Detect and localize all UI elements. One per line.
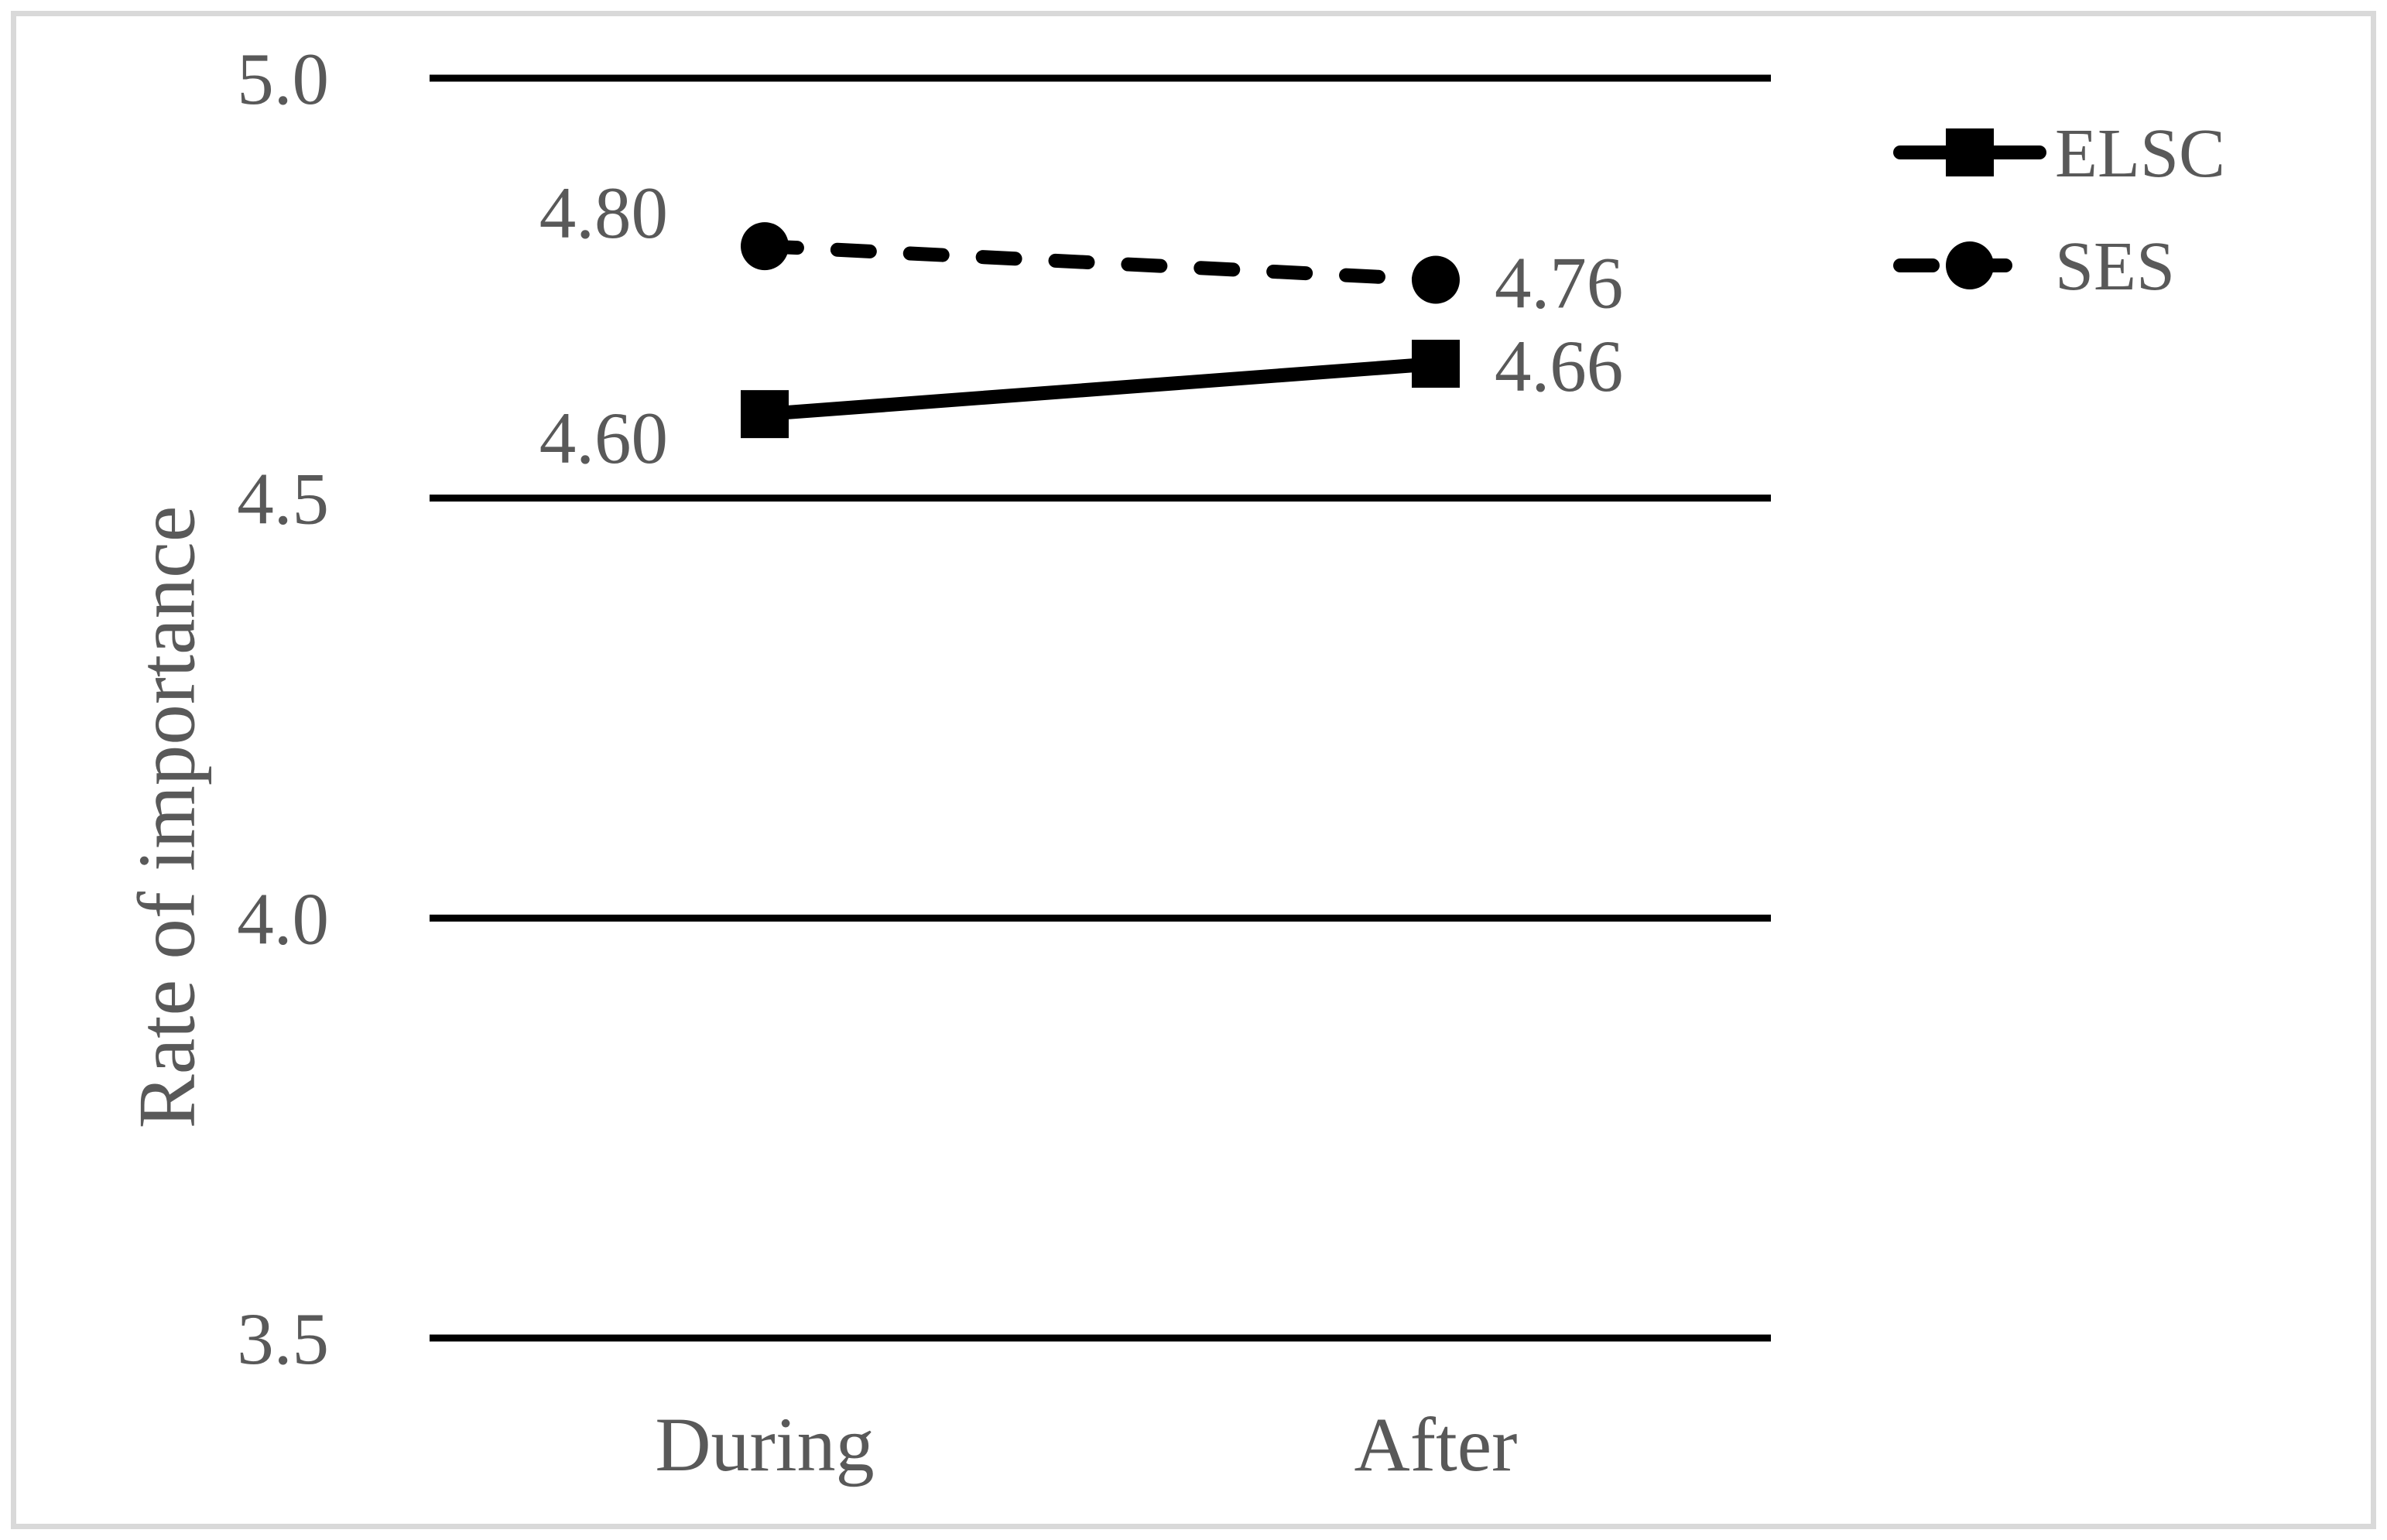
x-axis-label: During — [655, 1401, 874, 1487]
legend-marker-ses — [1946, 241, 1994, 289]
series-line-elsc — [758, 357, 1443, 422]
y-tick-label: 4.0 — [237, 878, 329, 960]
y-tick-label: 4.5 — [237, 458, 329, 540]
y-axis-title: Rate of importance — [122, 506, 212, 1129]
data-point-ses-after — [1412, 255, 1460, 304]
data-point-elsc-during — [741, 390, 789, 439]
data-point-elsc-after — [1412, 340, 1460, 388]
series-line-ses — [758, 239, 1443, 287]
data-label-elsc-after: 4.66 — [1495, 325, 1623, 407]
data-label-ses-during: 4.80 — [539, 172, 668, 254]
x-axis-label: After — [1354, 1401, 1518, 1487]
legend-item-ses: SES — [2055, 228, 2175, 305]
data-label-elsc-during: 4.60 — [539, 397, 668, 479]
legend-marker-elsc — [1946, 128, 1994, 176]
data-label-ses-after: 4.76 — [1495, 241, 1623, 323]
legend-item-elsc: ELSC — [2055, 115, 2225, 192]
y-tick-label: 3.5 — [237, 1298, 329, 1380]
data-point-ses-during — [741, 222, 789, 271]
y-tick-label: 5.0 — [237, 38, 329, 120]
